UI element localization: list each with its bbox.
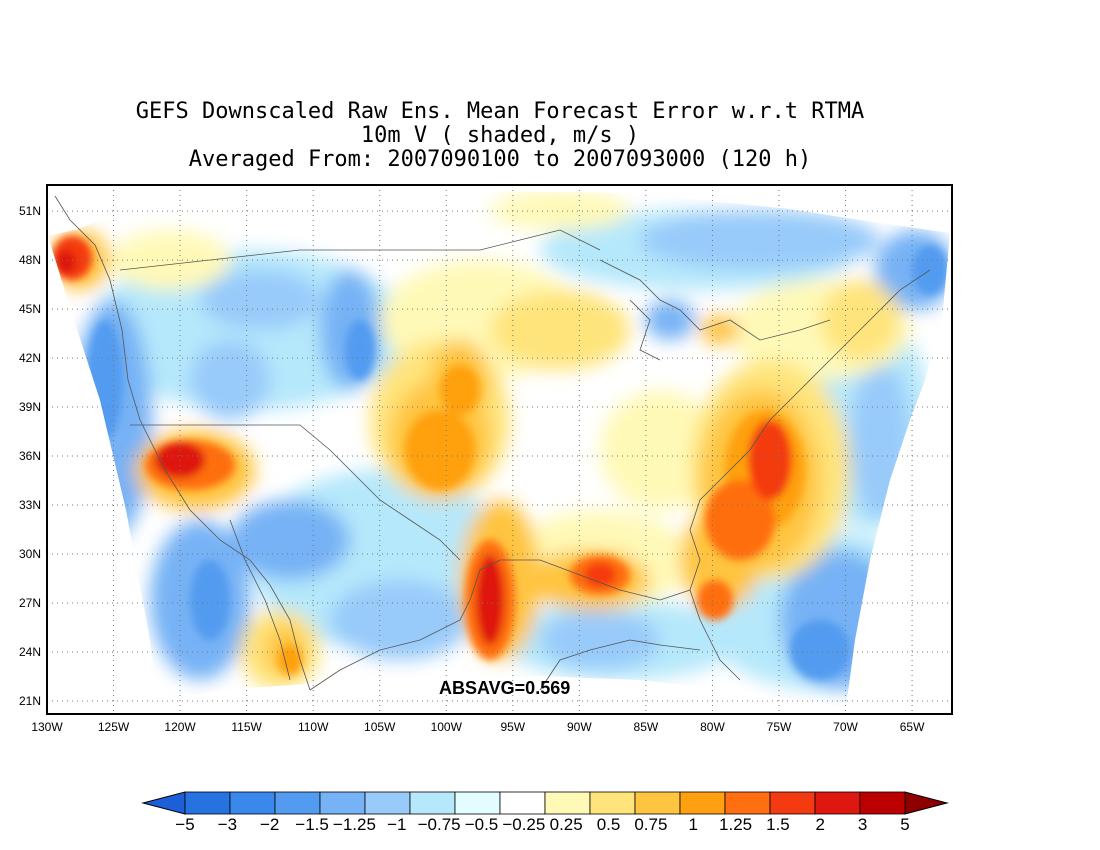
title-line-1: GEFS Downscaled Raw Ens. Mean Forecast E… bbox=[135, 99, 865, 124]
colorbar-label: 5 bbox=[900, 815, 909, 834]
lon-tick-label: 130W bbox=[31, 720, 63, 734]
colorbar-arrow-high bbox=[904, 791, 949, 815]
colorbar-label: 3 bbox=[858, 815, 867, 834]
colorbar-label: 2 bbox=[816, 815, 825, 834]
colorbar-arrow-low bbox=[141, 791, 186, 815]
lat-tick-label: 36N bbox=[19, 449, 41, 463]
map-title: GEFS Downscaled Raw Ens. Mean Forecast E… bbox=[0, 100, 1000, 172]
title-line-3: Averaged From: 2007090100 to 2007093000 … bbox=[188, 147, 812, 172]
lon-tick-label: 125W bbox=[98, 720, 130, 734]
colorbar-swatch bbox=[364, 791, 411, 815]
lat-tick-label: 30N bbox=[19, 547, 41, 561]
lat-tick-label: 24N bbox=[19, 645, 41, 659]
lat-tick-label: 45N bbox=[19, 302, 41, 316]
lon-tick-label: 80W bbox=[700, 720, 725, 734]
lon-tick-label: 120W bbox=[164, 720, 196, 734]
shaded-field bbox=[48, 191, 950, 707]
colorbar-label: 1.5 bbox=[766, 815, 790, 834]
colorbar-swatch bbox=[724, 791, 771, 815]
lon-tick-labels: 130W 125W 120W 115W 110W 105W 100W 95W 90W 85W 80W… bbox=[31, 720, 925, 734]
colorbar-swatch bbox=[859, 791, 906, 815]
lon-tick-label: 105W bbox=[364, 720, 396, 734]
colorbar-swatch bbox=[634, 791, 681, 815]
colorbar-label: 0.25 bbox=[550, 815, 583, 834]
colorbar-swatch bbox=[274, 791, 321, 815]
coastlines bbox=[54, 195, 931, 691]
colorbar-swatch bbox=[769, 791, 816, 815]
colorbar-label: −1.25 bbox=[333, 815, 376, 834]
absavg-annotation: ABSAVG=0.569 bbox=[439, 678, 570, 698]
lon-tick-label: 90W bbox=[567, 720, 592, 734]
lon-tick-label: 65W bbox=[900, 720, 925, 734]
colorbar-label: −5 bbox=[175, 815, 194, 834]
colorbar-swatch bbox=[454, 791, 501, 815]
colorbar-swatch bbox=[319, 791, 366, 815]
colorbar-label: −1.5 bbox=[295, 815, 329, 834]
lon-tick-label: 75W bbox=[767, 720, 792, 734]
colorbar-label: −0.75 bbox=[418, 815, 461, 834]
lat-tick-label: 33N bbox=[19, 498, 41, 512]
colorbar-swatch bbox=[229, 791, 276, 815]
lat-tick-label: 48N bbox=[19, 253, 41, 267]
colorbar-label: 0.75 bbox=[634, 815, 667, 834]
colorbar-label: −0.5 bbox=[465, 815, 499, 834]
lat-tick-label: 21N bbox=[19, 694, 41, 708]
title-line-2: 10m V ( shaded, m/s ) bbox=[360, 123, 640, 148]
lon-tick-label: 110W bbox=[298, 720, 329, 734]
colorbar-swatch bbox=[814, 791, 861, 815]
lat-tick-label: 39N bbox=[19, 400, 41, 414]
colorbar-swatch bbox=[184, 791, 231, 815]
colorbar-label: −0.25 bbox=[502, 815, 545, 834]
colorbar-swatch bbox=[589, 791, 636, 815]
colorbar: −5 −3 −2 −1.5 −1.25 −1 −0.75 −0.5 −0.25 0.25 0.5 0.… bbox=[141, 791, 949, 834]
colorbar-swatch bbox=[544, 791, 591, 815]
lat-lon-grid bbox=[46, 185, 952, 714]
lon-tick-label: 85W bbox=[634, 720, 659, 734]
colorbar-label: −2 bbox=[260, 815, 279, 834]
colorbar-label: 1.25 bbox=[719, 815, 752, 834]
colorbar-label: −1 bbox=[387, 815, 406, 834]
colorbar-swatch bbox=[499, 791, 546, 815]
colorbar-label: 1 bbox=[689, 815, 698, 834]
lon-tick-label: 70W bbox=[833, 720, 858, 734]
lat-tick-label: 27N bbox=[19, 596, 41, 610]
lat-tick-label: 51N bbox=[19, 204, 41, 218]
lon-tick-label: 115W bbox=[231, 720, 262, 734]
colorbar-label: 0.5 bbox=[597, 815, 621, 834]
colorbar-label: −3 bbox=[218, 815, 237, 834]
lat-tick-labels: 51N 48N 45N 42N 39N 36N 33N 30N 27N 24N 21N bbox=[19, 204, 41, 708]
map-frame bbox=[46, 184, 953, 715]
colorbar-swatch bbox=[409, 791, 456, 815]
lon-tick-label: 95W bbox=[500, 720, 525, 734]
colorbar-swatch bbox=[679, 791, 726, 815]
lon-tick-label: 100W bbox=[431, 720, 463, 734]
lat-tick-label: 42N bbox=[19, 351, 41, 365]
